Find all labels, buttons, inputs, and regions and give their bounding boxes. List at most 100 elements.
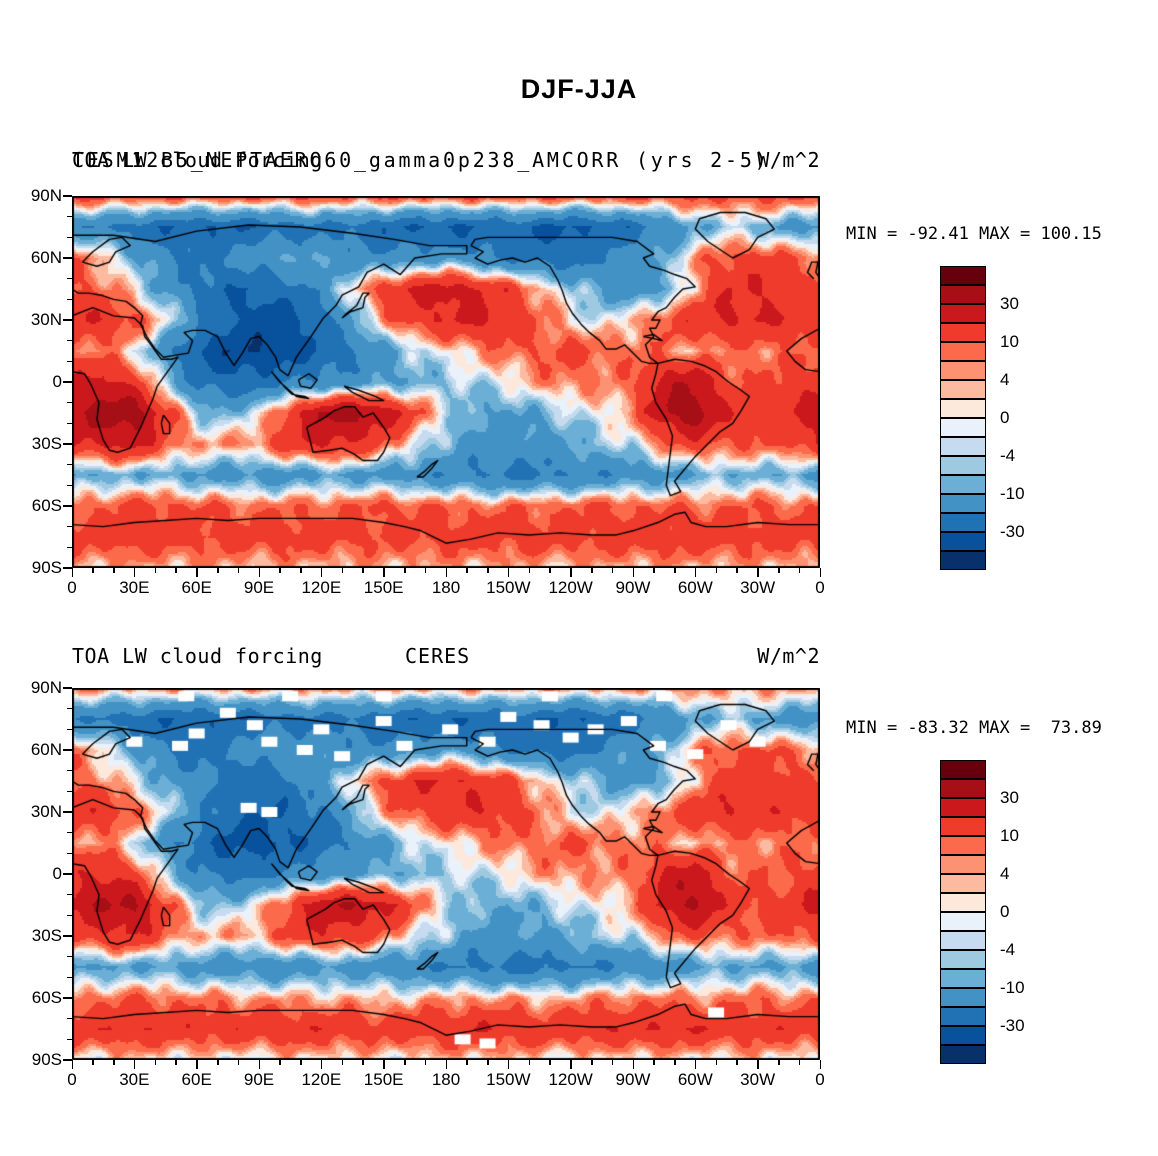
x-tick-label: 60E — [181, 578, 212, 597]
x-axis-tick — [466, 1060, 468, 1065]
panel-model-minmax: MIN = -92.41 MAX = 100.15 — [846, 224, 1102, 244]
y-tick-label: 60S — [31, 496, 62, 515]
x-axis-tick — [133, 1060, 136, 1069]
y-axis-tick — [67, 215, 72, 218]
x-axis-tick — [383, 568, 385, 577]
x-axis-tick — [694, 568, 697, 577]
x-tick-label: 0 — [67, 578, 77, 597]
colorbar-box — [940, 513, 986, 532]
colorbar-box — [940, 912, 986, 931]
x-axis-tick — [424, 568, 427, 573]
y-tick-label: 60N — [30, 740, 62, 759]
colorbar-box — [940, 817, 986, 836]
x-tick-label: 120W — [548, 578, 593, 597]
x-axis-tick — [92, 568, 94, 573]
x-axis-tick — [674, 568, 676, 573]
x-tick-label: 90W — [615, 578, 651, 597]
y-axis-tick — [63, 319, 72, 321]
x-tick-label: 120W — [548, 1070, 593, 1089]
x-axis-tick — [341, 1060, 344, 1065]
figure-title: DJF-JJA — [520, 74, 638, 104]
panel-obs-minmax: MIN = -83.32 MAX = 73.89 — [846, 718, 1102, 738]
x-axis-tick — [279, 1060, 281, 1065]
y-axis-tick — [67, 401, 72, 404]
y-axis-tick — [67, 955, 72, 958]
x-axis-tick — [570, 568, 572, 577]
x-axis-tick — [320, 568, 323, 577]
x-tick-label: 150E — [363, 1070, 404, 1089]
y-axis-tick — [63, 567, 72, 569]
x-axis-tick — [736, 1060, 738, 1065]
x-axis-tick — [133, 568, 136, 577]
y-axis-tick — [63, 873, 72, 875]
x-axis-tick — [632, 1060, 635, 1069]
y-axis-tick — [67, 484, 72, 487]
x-axis-tick — [590, 1060, 593, 1065]
colorbar-box — [940, 893, 986, 912]
x-axis-tick — [196, 568, 198, 577]
y-axis-tick — [67, 976, 72, 979]
colorbar-tick-label: 0 — [1000, 408, 1010, 427]
x-tick-label: 60W — [677, 1070, 713, 1089]
x-axis-tick — [175, 1060, 177, 1065]
colorbar-tick-label: 30 — [1000, 294, 1019, 313]
colorbar-box — [940, 380, 986, 399]
panel-model-variable-title: TOA LW cloud forcing — [72, 148, 323, 172]
x-axis-tick — [819, 568, 822, 577]
x-axis-tick — [590, 568, 593, 573]
x-axis-tick — [445, 568, 448, 577]
x-axis-tick — [507, 568, 510, 577]
colorbar-box — [940, 855, 986, 874]
x-axis-tick — [113, 1060, 115, 1065]
colorbar-box — [940, 1007, 986, 1026]
x-axis-tick — [466, 568, 468, 573]
y-axis-tick — [63, 997, 72, 999]
x-axis-tick — [341, 568, 344, 573]
colorbar-box — [940, 779, 986, 798]
y-tick-label: 90N — [30, 678, 62, 697]
colorbar-box — [940, 1045, 986, 1064]
y-tick-label: 30N — [30, 802, 62, 821]
colorbar-box — [940, 969, 986, 988]
x-axis-tick — [549, 568, 551, 573]
x-tick-label: 180 — [431, 578, 461, 597]
x-axis-tick — [487, 1060, 489, 1065]
y-axis-tick — [67, 546, 72, 549]
colorbar-box — [940, 475, 986, 494]
colorbar-box — [940, 494, 986, 513]
x-tick-label: 0 — [815, 578, 825, 597]
y-axis-tick — [63, 935, 72, 937]
colorbar-box — [940, 342, 986, 361]
colorbar-box — [940, 760, 986, 779]
x-axis-tick — [237, 568, 240, 573]
colorbar-tick-label: -10 — [1000, 484, 1025, 503]
y-axis-tick — [67, 277, 72, 280]
panel-model-case-title: CESM12B5_NEPTAERO60_gamma0p238_AMCORR (y… — [72, 148, 770, 172]
y-axis-tick — [67, 1017, 72, 1020]
x-tick-label: 30E — [119, 578, 150, 597]
colorbar-box — [940, 532, 986, 551]
colorbar-tick-label: 10 — [1000, 826, 1019, 845]
x-axis-tick — [715, 568, 718, 573]
y-tick-label: 90S — [31, 558, 62, 577]
colorbar-box — [940, 950, 986, 969]
x-axis-tick — [154, 1060, 157, 1065]
x-axis-tick — [715, 1060, 718, 1065]
colorbar-tick-label: -30 — [1000, 1016, 1025, 1035]
colorbar-tick-label: 0 — [1000, 902, 1010, 921]
x-axis-tick — [549, 1060, 551, 1065]
x-axis-tick — [175, 568, 177, 573]
panel-model-units-label: W/m^2 — [757, 148, 820, 172]
y-tick-label: 0 — [52, 372, 62, 391]
panel-obs-units-label: W/m^2 — [757, 644, 820, 668]
y-axis-tick — [67, 463, 72, 466]
x-axis-tick — [653, 568, 655, 573]
x-tick-label: 0 — [67, 1070, 77, 1089]
y-axis-tick — [63, 257, 72, 259]
x-axis-tick — [528, 568, 531, 573]
y-tick-label: 30N — [30, 310, 62, 329]
x-tick-label: 90E — [243, 1070, 275, 1089]
x-axis-tick — [92, 1060, 94, 1065]
x-axis-tick — [279, 568, 281, 573]
